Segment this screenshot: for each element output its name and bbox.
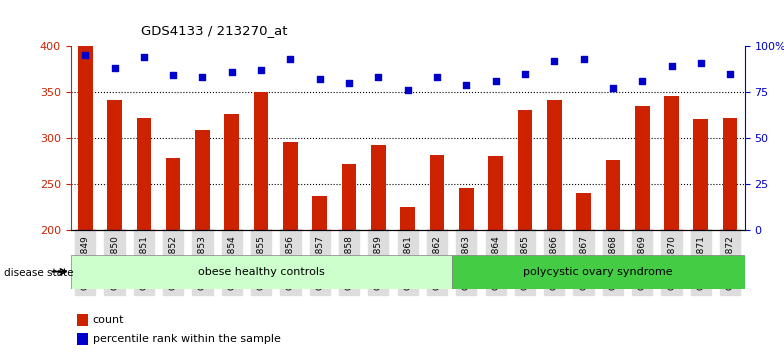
Bar (224, 114, 239, 230)
Bar (517, 110, 532, 230)
Bar (605, 160, 620, 230)
Point (108, 65, 121, 71)
Point (460, 82, 473, 87)
Bar (78, 333, 88, 346)
Point (695, 60, 707, 65)
Point (343, 80, 355, 86)
Point (284, 56, 296, 62)
Point (666, 63, 678, 69)
Bar (78, 46, 93, 230)
Point (489, 78, 502, 84)
Text: percentile rank within the sample: percentile rank within the sample (93, 335, 281, 344)
Point (137, 54, 150, 60)
Point (314, 76, 326, 82)
Bar (312, 196, 327, 230)
Bar (635, 106, 649, 230)
Bar (664, 96, 679, 230)
Point (607, 86, 619, 91)
Bar (459, 188, 474, 230)
Bar (452, 255, 745, 289)
Point (196, 74, 209, 80)
Bar (283, 142, 298, 230)
Bar (576, 193, 591, 230)
Point (226, 69, 238, 75)
Bar (723, 118, 738, 230)
Bar (401, 207, 415, 230)
Text: count: count (93, 315, 125, 325)
Bar (342, 164, 357, 230)
Bar (430, 155, 445, 230)
Bar (254, 92, 268, 230)
Text: GDS4133 / 213270_at: GDS4133 / 213270_at (141, 24, 288, 36)
Text: polycystic ovary syndrome: polycystic ovary syndrome (524, 267, 673, 277)
Point (430, 74, 443, 80)
Bar (166, 158, 180, 230)
Text: disease state: disease state (4, 268, 74, 278)
Bar (195, 130, 210, 230)
Text: obese healthy controls: obese healthy controls (198, 267, 325, 277)
Bar (547, 100, 561, 230)
Point (519, 71, 532, 76)
Point (372, 74, 385, 80)
Bar (694, 119, 708, 230)
Point (577, 56, 590, 62)
Point (79, 52, 92, 58)
Point (548, 58, 561, 64)
Point (636, 78, 648, 84)
Bar (136, 118, 151, 230)
Bar (371, 144, 386, 230)
Point (401, 87, 414, 93)
Bar (488, 156, 503, 230)
Bar (107, 100, 122, 230)
Bar (78, 314, 88, 326)
Point (255, 67, 267, 73)
Point (724, 71, 736, 76)
Point (167, 73, 180, 78)
Bar (71, 255, 452, 289)
